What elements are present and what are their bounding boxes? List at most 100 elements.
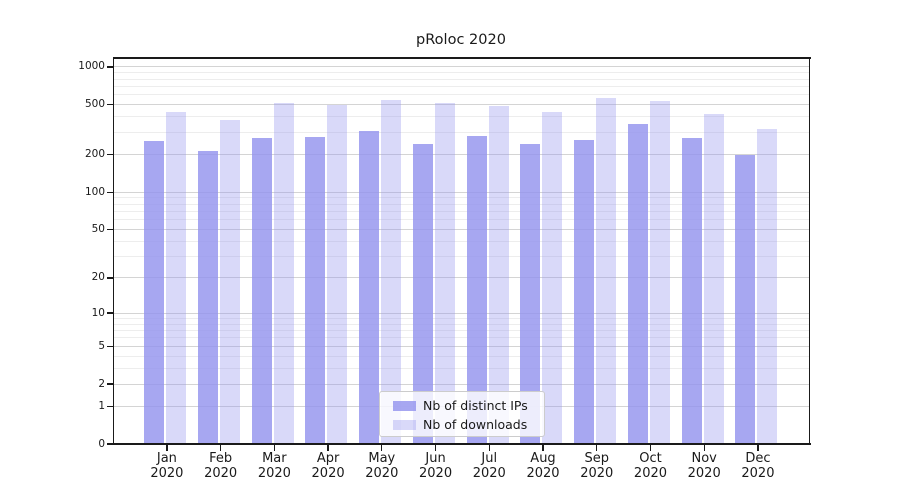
top-spine [112,57,811,59]
y-minor-gridline [113,85,809,87]
bar-distinct-ips-may [359,130,380,444]
y-tick-label: 5 [98,339,105,352]
y-minor-gridline [113,72,809,74]
y-tick-mark [106,228,114,231]
x-tick-label-oct: Oct 2020 [633,451,668,481]
y-minor-gridline [113,330,809,332]
x-tick-label-nov: Nov 2020 [687,451,721,481]
y-tick-mark [106,191,114,193]
y-minor-gridline [113,317,809,319]
left-spine [112,57,115,445]
bar-distinct-ips-mar [251,137,272,444]
y-major-gridline [113,66,809,68]
bar-downloads-nov [703,114,724,444]
y-minor-gridline [113,219,809,221]
plot-area [113,58,809,444]
y-tick-label: 1000 [78,60,105,73]
y-minor-gridline [113,355,809,357]
y-minor-gridline [113,337,809,339]
y-major-gridline [113,228,809,230]
legend-swatch-distinct-ips [393,400,416,411]
bar-downloads-sep [596,97,617,444]
bar-distinct-ips-jul [466,135,487,444]
bar-distinct-ips-jun [412,144,433,444]
x-tick-mark [219,444,222,451]
legend-label-downloads: Nb of downloads [423,417,528,432]
y-tick-mark [106,66,114,68]
y-major-gridline [113,345,809,347]
bar-distinct-ips-apr [305,136,326,444]
x-tick-label-jan: Jan 2020 [150,451,184,481]
x-tick-label-aug: Aug 2020 [526,451,560,481]
bar-distinct-ips-nov [681,138,702,444]
y-tick-mark [106,345,114,347]
y-major-gridline [113,104,809,106]
x-tick-mark [273,444,275,451]
bar-downloads-apr [327,104,348,444]
bar-downloads-oct [649,100,670,444]
bar-downloads-aug [542,112,563,444]
y-major-gridline [113,154,809,156]
y-major-gridline [113,383,809,385]
bar-distinct-ips-jan [144,140,165,444]
x-tick-mark [596,444,598,451]
y-tick-mark [106,383,114,385]
x-tick-mark [757,444,759,451]
right-spine [808,57,811,445]
x-tick-label-jun: Jun 2020 [419,451,453,481]
x-tick-label-feb: Feb 2020 [204,451,238,481]
bar-distinct-ips-aug [520,144,541,444]
y-tick-label: 2 [98,377,105,390]
y-minor-gridline [113,240,809,242]
bar-downloads-mar [273,102,294,444]
x-tick-mark [381,444,383,451]
y-tick-mark [106,277,114,279]
bar-distinct-ips-oct [627,124,648,444]
x-tick-label-sep: Sep 2020 [580,451,614,481]
x-tick-mark [542,444,544,451]
bar-downloads-jan [166,111,187,444]
bar-downloads-may [381,99,402,444]
x-tick-label-dec: Dec 2020 [741,451,775,481]
x-tick-mark [649,444,652,451]
y-tick-mark [106,104,114,106]
bar-distinct-ips-dec [735,155,756,444]
y-tick-label: 100 [84,185,105,198]
x-tick-label-may: May 2020 [365,451,399,481]
y-major-gridline [113,312,809,314]
x-tick-label-mar: Mar 2020 [257,451,291,481]
y-minor-gridline [113,367,809,369]
legend-row-downloads: Nb of downloads [380,416,544,433]
y-minor-gridline [113,78,809,80]
y-tick-label: 20 [91,271,105,284]
y-tick-label: 1 [98,399,105,412]
bar-distinct-ips-feb [197,151,218,444]
y-tick-mark [106,443,114,445]
y-tick-mark [106,405,114,407]
chart-title: pRoloc 2020 [416,32,506,48]
bar-downloads-jul [488,105,509,444]
bar-distinct-ips-sep [574,139,595,444]
x-tick-mark [488,444,490,451]
bar-downloads-feb [219,120,240,444]
bottom-spine [112,443,811,445]
y-minor-gridline [113,203,809,205]
y-tick-label: 500 [84,98,105,111]
x-tick-mark [434,444,437,451]
x-tick-mark [703,444,705,451]
y-major-gridline [113,277,809,279]
y-tick-label: 200 [84,148,105,161]
legend-row-distinct-ips: Nb of distinct IPs [380,397,544,414]
legend: Nb of distinct IPs Nb of downloads [379,391,545,437]
y-minor-gridline [113,94,809,96]
y-minor-gridline [113,256,809,258]
bar-downloads-dec [757,128,778,444]
legend-label-distinct-ips: Nb of distinct IPs [423,398,528,413]
x-tick-label-apr: Apr 2020 [311,451,345,481]
y-minor-gridline [113,116,809,118]
bar-downloads-jun [434,102,455,444]
y-minor-gridline [113,132,809,134]
y-minor-gridline [113,323,809,325]
y-tick-label: 50 [91,222,105,235]
y-tick-mark [106,312,114,314]
